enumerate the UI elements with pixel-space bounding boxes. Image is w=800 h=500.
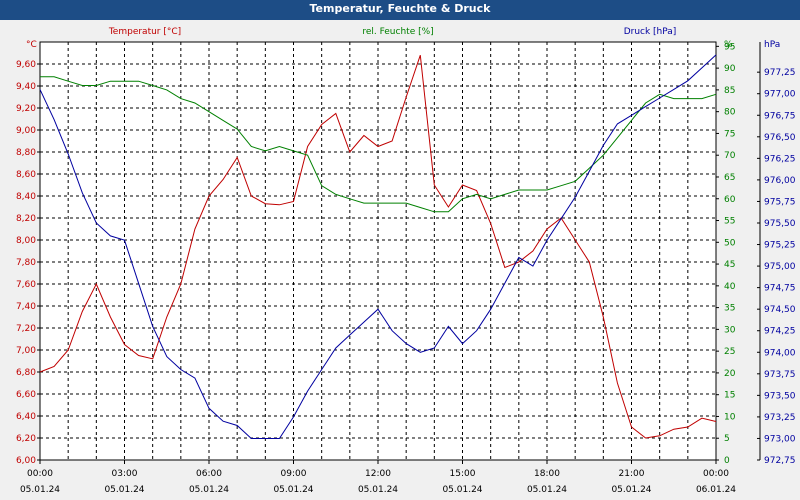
temperature-tick-label: 6,60: [16, 390, 36, 400]
time-tick-label: 21:00: [619, 469, 645, 479]
humidity-tick-label: 5: [724, 434, 730, 444]
humidity-tick-label: 90: [724, 64, 736, 74]
temperature-tick-label: 6,20: [16, 434, 36, 444]
series-layer: [39, 54, 717, 439]
temperature-tick-label: 9,20: [16, 104, 36, 114]
grid-lines: [40, 42, 716, 460]
pressure-tick-label: 976,25: [764, 154, 796, 164]
temperature-tick-label: 7,40: [16, 302, 36, 312]
time-tick-label: 00:00: [703, 469, 729, 479]
time-tick-label: 12:00: [365, 469, 391, 479]
humidity-tick-label: 85: [724, 86, 735, 96]
pressure-tick-label: 975,25: [764, 241, 796, 251]
humidity-tick-label: 35: [724, 304, 735, 314]
humidity-tick-label: 40: [724, 282, 736, 292]
temperature-tick-label: 8,60: [16, 170, 36, 180]
humidity-tick-label: 20: [724, 369, 736, 379]
date-tick-label: 05.01.24: [189, 485, 229, 495]
humidity-legend-label: rel. Feuchte [%]: [362, 27, 433, 37]
time-tick-label: 18:00: [534, 469, 560, 479]
temperature-tick-label: 9,60: [16, 60, 36, 70]
pressure-tick-label: 975,50: [764, 219, 796, 229]
temperature-tick-label: 9,40: [16, 82, 36, 92]
humidity-tick-label: 10: [724, 412, 736, 422]
temperature-tick-label: 8,80: [16, 148, 36, 158]
temperature-tick-label: 8,40: [16, 192, 36, 202]
date-tick-label: 05.01.24: [273, 485, 313, 495]
temperature-tick-label: 7,80: [16, 258, 36, 268]
pressure-tick-label: 976,50: [764, 133, 796, 143]
pressure-tick-label: 976,00: [764, 176, 796, 186]
pressure-unit: hPa: [764, 40, 780, 50]
temperature-series-line: [39, 55, 717, 439]
date-tick-label: 05.01.24: [527, 485, 567, 495]
pressure-tick-label: 975,75: [764, 197, 796, 207]
pressure-tick-label: 973,00: [764, 434, 796, 444]
pressure-tick-label: 977,25: [764, 68, 796, 78]
time-tick-label: 03:00: [112, 469, 138, 479]
pressure-tick-label: 973,25: [764, 413, 796, 423]
pressure-tick-label: 972,75: [764, 456, 796, 466]
time-tick-label: 09:00: [281, 469, 307, 479]
temperature-tick-label: 6,40: [16, 412, 36, 422]
temperature-tick-label: 7,00: [16, 346, 36, 356]
temperature-tick-label: 9,00: [16, 126, 36, 136]
humidity-tick-label: 25: [724, 347, 735, 357]
time-axis: 00:00 05.01.24 03:00 05.01.24 06:00 05.01.24 0…: [20, 460, 736, 495]
pressure-tick-label: 976,75: [764, 111, 796, 121]
pressure-tick-label: 974,00: [764, 348, 796, 358]
humidity-tick-label: 60: [724, 195, 736, 205]
pressure-series-line: [39, 54, 717, 439]
pressure-axis: 972,75 973,00 973,25 973,50 973,75 974,00 974,…: [757, 40, 796, 466]
time-tick-label: 06:00: [196, 469, 222, 479]
temperature-tick-label: 8,00: [16, 236, 36, 246]
humidity-axis: 0 5 10 15 20 25 30 35 40 45 50 55 60 65 70 75 80 85 90 95%: [716, 40, 736, 466]
date-tick-label: 05.01.24: [611, 485, 651, 495]
humidity-unit: %: [724, 40, 733, 50]
humidity-tick-label: 30: [724, 325, 736, 335]
humidity-tick-label: 95: [724, 42, 735, 52]
humidity-tick-label: 65: [724, 173, 735, 183]
date-tick-label: 06.01.24: [696, 485, 736, 495]
legend: Temperatur [°C] rel. Feuchte [%] Druck [hP…: [108, 27, 676, 37]
pressure-tick-label: 975,00: [764, 262, 796, 272]
humidity-tick-label: 15: [724, 391, 735, 401]
date-tick-label: 05.01.24: [358, 485, 398, 495]
temperature-tick-label: 8,20: [16, 214, 36, 224]
temperature-tick-label: 7,60: [16, 280, 36, 290]
chart-title: Temperatur, Feuchte & Druck: [0, 0, 800, 20]
humidity-tick-label: 55: [724, 217, 735, 227]
date-tick-label: 05.01.24: [104, 485, 144, 495]
humidity-tick-label: 75: [724, 129, 735, 139]
temperature-legend-label: Temperatur [°C]: [108, 27, 181, 37]
temperature-tick-label: 7,20: [16, 324, 36, 334]
humidity-tick-label: 50: [724, 238, 736, 248]
temperature-tick-label: 6,00: [16, 456, 36, 466]
humidity-series-line: [40, 76, 717, 213]
temperature-axis: 6,00 6,20 6,40 6,60 6,80 7,00 7,20 7,40 7,60 7,80…: [16, 40, 40, 466]
humidity-tick-label: 45: [724, 260, 735, 270]
pressure-tick-label: 977,00: [764, 90, 796, 100]
humidity-tick-label: 70: [724, 151, 736, 161]
pressure-tick-label: 974,25: [764, 327, 796, 337]
time-tick-label: 15:00: [450, 469, 476, 479]
temperature-unit: °C: [26, 40, 37, 50]
pressure-tick-label: 974,75: [764, 284, 796, 294]
humidity-tick-label: 0: [724, 456, 730, 466]
temperature-tick-label: 6,80: [16, 368, 36, 378]
date-tick-label: 05.01.24: [442, 485, 482, 495]
humidity-tick-label: 80: [724, 108, 736, 118]
date-tick-label: 05.01.24: [20, 485, 60, 495]
time-tick-label: 00:00: [27, 469, 53, 479]
pressure-tick-label: 974,50: [764, 305, 796, 315]
pressure-legend-label: Druck [hPa]: [624, 27, 677, 37]
pressure-tick-label: 973,50: [764, 391, 796, 401]
pressure-tick-label: 973,75: [764, 370, 796, 380]
